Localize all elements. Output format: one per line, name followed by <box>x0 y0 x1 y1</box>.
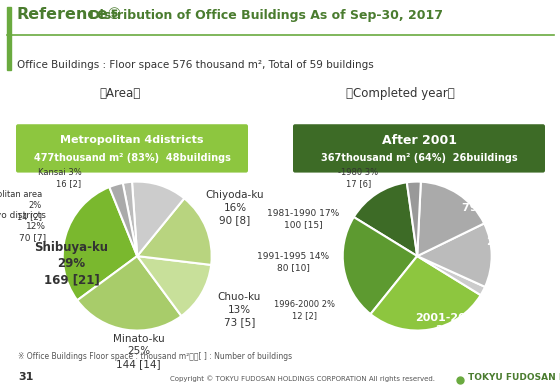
Wedge shape <box>137 256 211 316</box>
Text: -1980 3%
17 [6]: -1980 3% 17 [6] <box>338 168 379 188</box>
Wedge shape <box>109 183 137 256</box>
Wedge shape <box>417 223 492 287</box>
FancyBboxPatch shape <box>16 124 248 173</box>
Text: ※ Office Buildings Floor space : thousand m²，　[ ] : Number of buildings: ※ Office Buildings Floor space : thousan… <box>18 352 292 362</box>
Text: 477thousand m² (83%)  48buildings: 477thousand m² (83%) 48buildings <box>34 154 230 163</box>
Wedge shape <box>371 256 480 331</box>
Text: Distribution of Office Buildings As of Sep-30, 2017: Distribution of Office Buildings As of S… <box>85 9 443 22</box>
Text: 〈Area〉: 〈Area〉 <box>99 87 141 100</box>
Text: Minato-ku
25%
144 [14]: Minato-ku 25% 144 [14] <box>113 334 165 369</box>
Text: 1996-2000 2%
12 [2]: 1996-2000 2% 12 [2] <box>274 300 335 320</box>
Text: After 2001: After 2001 <box>381 134 456 147</box>
Wedge shape <box>343 217 417 314</box>
Wedge shape <box>63 187 137 300</box>
Text: Copyright © TOKYU FUDOSAN HOLDINGS CORPORATION All rights reserved.: Copyright © TOKYU FUDOSAN HOLDINGS CORPO… <box>170 375 435 382</box>
Text: Other Tokyo districts
12%
70 [7]: Other Tokyo districts 12% 70 [7] <box>0 211 46 242</box>
Text: Metropolitan 4districts: Metropolitan 4districts <box>60 135 204 146</box>
Text: Chiyoda-ku
16%
90 [8]: Chiyoda-ku 16% 90 [8] <box>206 190 264 225</box>
Bar <box>7 7 11 69</box>
Text: Other metropolitan area
2%
14 [2]: Other metropolitan area 2% 14 [2] <box>0 190 42 221</box>
Wedge shape <box>407 182 421 256</box>
Wedge shape <box>417 182 484 256</box>
Wedge shape <box>137 198 212 265</box>
Text: Shibuya-ku
29%
169 [21]: Shibuya-ku 29% 169 [21] <box>34 241 109 286</box>
Text: 31: 31 <box>18 372 34 382</box>
FancyBboxPatch shape <box>293 124 545 173</box>
Wedge shape <box>354 182 417 256</box>
Text: Kansai 3%
16 [2]: Kansai 3% 16 [2] <box>38 168 81 188</box>
Text: Chuo-ku
13%
73 [5]: Chuo-ku 13% 73 [5] <box>218 292 261 327</box>
Text: 〈Completed year〉: 〈Completed year〉 <box>346 87 454 100</box>
Text: 2001-2005
27%
155 [11]: 2001-2005 27% 155 [11] <box>416 313 482 348</box>
Text: Reference⑤: Reference⑤ <box>17 7 122 22</box>
Wedge shape <box>77 256 181 331</box>
Text: 1991-1995 14%
80 [10]: 1991-1995 14% 80 [10] <box>257 252 329 272</box>
Text: 2011-
14%
79 [6]: 2011- 14% 79 [6] <box>462 177 500 213</box>
Wedge shape <box>123 182 137 256</box>
Wedge shape <box>417 256 485 295</box>
Text: 1981-1990 17%
100 [15]: 1981-1990 17% 100 [15] <box>267 209 339 229</box>
Text: 2006-2010
23%
134 [9]: 2006-2010 23% 134 [9] <box>486 237 552 272</box>
Text: 367thousand m² (64%)  26buildings: 367thousand m² (64%) 26buildings <box>321 154 517 163</box>
Text: Office Buildings : Floor space 576 thousand m², Total of 59 buildings: Office Buildings : Floor space 576 thous… <box>17 59 374 69</box>
Wedge shape <box>132 182 184 256</box>
Text: TOKYU FUDOSAN HOLDINGS: TOKYU FUDOSAN HOLDINGS <box>468 373 560 382</box>
